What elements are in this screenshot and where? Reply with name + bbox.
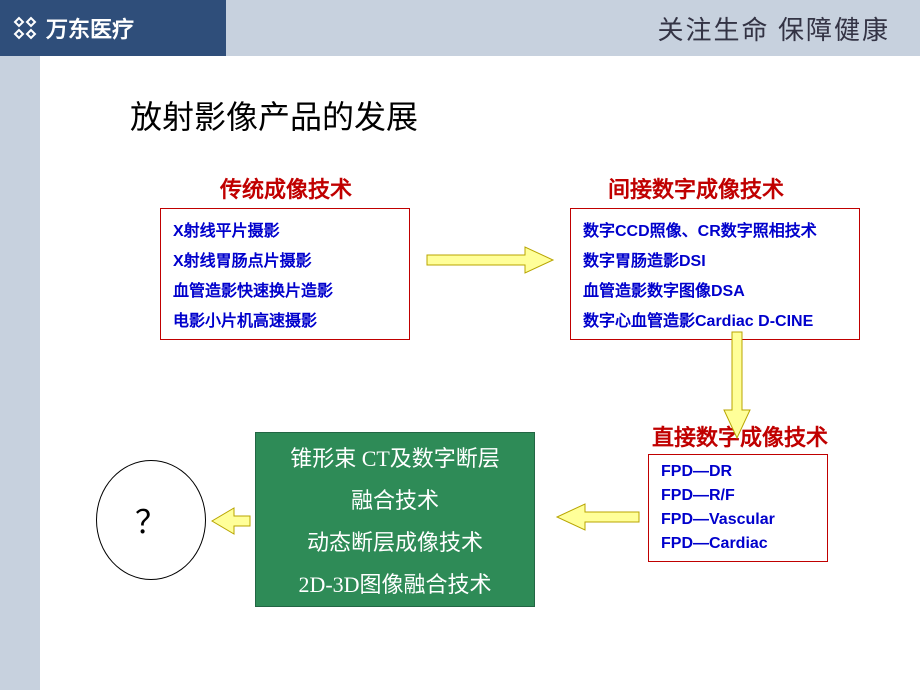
s1-item: 血管造影快速换片造影 bbox=[173, 277, 397, 301]
green-line: 动态断层成像技术 bbox=[264, 525, 526, 557]
section1-box: X射线平片摄影 X射线胃肠点片摄影 血管造影快速换片造影 电影小片机高速摄影 bbox=[160, 208, 410, 340]
green-line: 融合技术 bbox=[264, 483, 526, 515]
arrow-right-1 bbox=[425, 243, 555, 277]
s3-item: FPD—R/F bbox=[661, 487, 815, 505]
arrow-down-1 bbox=[720, 330, 754, 440]
page-title: 放射影像产品的发展 bbox=[130, 92, 418, 138]
section2-box: 数字CCD照像、CR数字照相技术 数字胃肠造影DSI 血管造影数字图像DSA 数… bbox=[570, 208, 860, 340]
arrow-left-1 bbox=[555, 500, 641, 534]
s3-item: FPD—DR bbox=[661, 463, 815, 481]
green-box: 锥形束 CT及数字断层 融合技术 动态断层成像技术 2D-3D图像融合技术 bbox=[255, 432, 535, 607]
s2-item: 数字胃肠造影DSI bbox=[583, 247, 847, 271]
section3-box: FPD—DR FPD—R/F FPD—Vascular FPD—Cardiac bbox=[648, 454, 828, 562]
section1-title: 传统成像技术 bbox=[220, 172, 352, 204]
slogan-text: 关注生命 保障健康 bbox=[657, 10, 890, 47]
question-ellipse: ？ bbox=[96, 460, 206, 580]
s2-item: 血管造影数字图像DSA bbox=[583, 277, 847, 301]
question-mark: ？ bbox=[135, 497, 167, 543]
logo-block: 万东医疗 bbox=[0, 0, 226, 56]
s3-item: FPD—Cardiac bbox=[661, 535, 815, 553]
logo-text: 万东医疗 bbox=[46, 12, 134, 44]
green-line: 锥形束 CT及数字断层 bbox=[264, 441, 526, 473]
green-line: 2D-3D图像融合技术 bbox=[264, 567, 526, 599]
header-bar: 万东医疗 关注生命 保障健康 bbox=[0, 0, 920, 56]
logo-icon bbox=[12, 15, 38, 41]
s1-item: 电影小片机高速摄影 bbox=[173, 307, 397, 331]
s2-item: 数字心血管造影Cardiac D-CINE bbox=[583, 307, 847, 331]
left-sidebar bbox=[0, 56, 40, 690]
s3-item: FPD—Vascular bbox=[661, 511, 815, 529]
s2-item: 数字CCD照像、CR数字照相技术 bbox=[583, 217, 847, 241]
s1-item: X射线平片摄影 bbox=[173, 217, 397, 241]
arrow-left-2 bbox=[210, 504, 252, 538]
section2-title: 间接数字成像技术 bbox=[608, 172, 784, 204]
s1-item: X射线胃肠点片摄影 bbox=[173, 247, 397, 271]
